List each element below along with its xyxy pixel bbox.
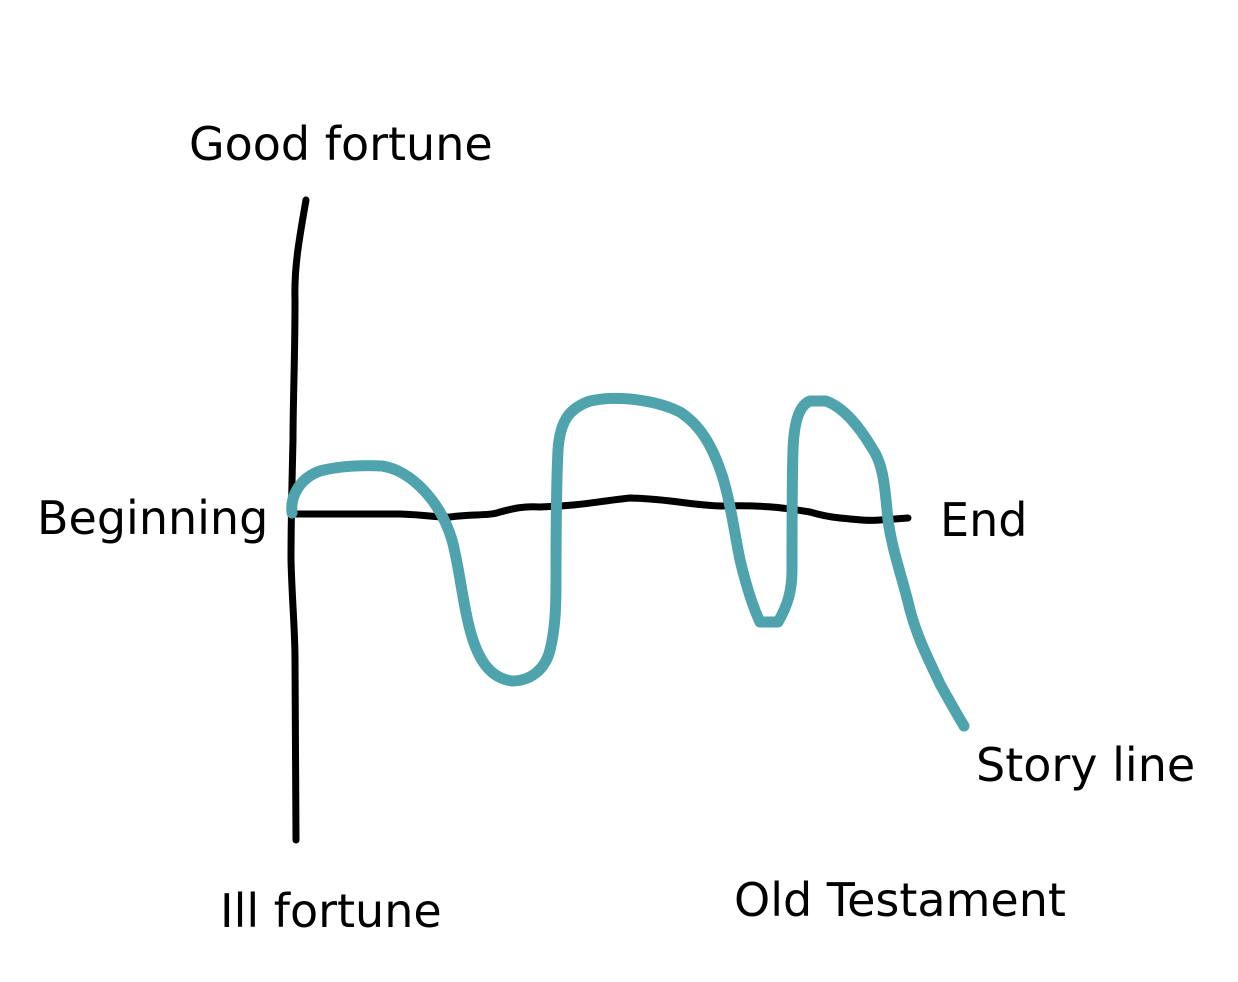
end-label: End — [940, 493, 1028, 547]
beginning-label: Beginning — [37, 491, 269, 545]
good-fortune-label: Good fortune — [189, 117, 493, 171]
ill-fortune-label: Ill fortune — [220, 884, 442, 938]
caption-label: Old Testament — [734, 873, 1066, 927]
time-axis — [288, 494, 912, 524]
fortune-axis — [287, 196, 310, 844]
story-line-curve — [286, 392, 970, 732]
story-line-label: Story line — [976, 738, 1196, 792]
